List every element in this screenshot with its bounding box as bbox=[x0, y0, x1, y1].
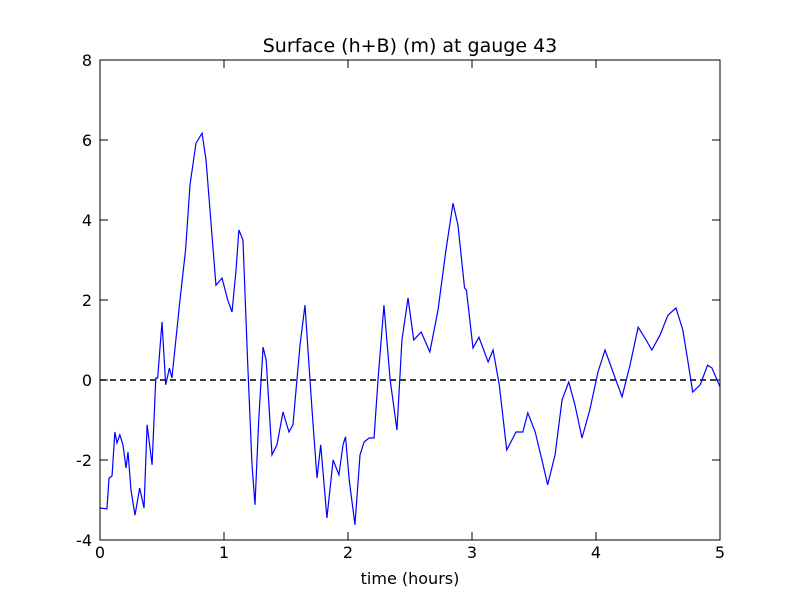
plot-frame bbox=[99, 59, 721, 541]
x-tick-label: 4 bbox=[591, 543, 601, 562]
x-tick-label: 0 bbox=[95, 543, 105, 562]
x-axis-label: time (hours) bbox=[361, 569, 460, 588]
chart-title: Surface (h+B) (m) at gauge 43 bbox=[263, 35, 558, 57]
x-tick-label: 1 bbox=[219, 543, 229, 562]
x-tick-label: 2 bbox=[343, 543, 353, 562]
y-tick-label: -2 bbox=[76, 451, 92, 470]
y-tick-label: 4 bbox=[82, 211, 92, 230]
y-tick-label: 2 bbox=[82, 291, 92, 310]
y-tick-label: 0 bbox=[82, 371, 92, 390]
data-line bbox=[99, 131, 721, 525]
y-tick-label: -4 bbox=[76, 531, 92, 550]
x-tick-label: 5 bbox=[715, 543, 725, 562]
y-tick-label: 8 bbox=[82, 51, 92, 70]
y-tick-label: 6 bbox=[82, 131, 92, 150]
x-tick-label: 3 bbox=[467, 543, 477, 562]
